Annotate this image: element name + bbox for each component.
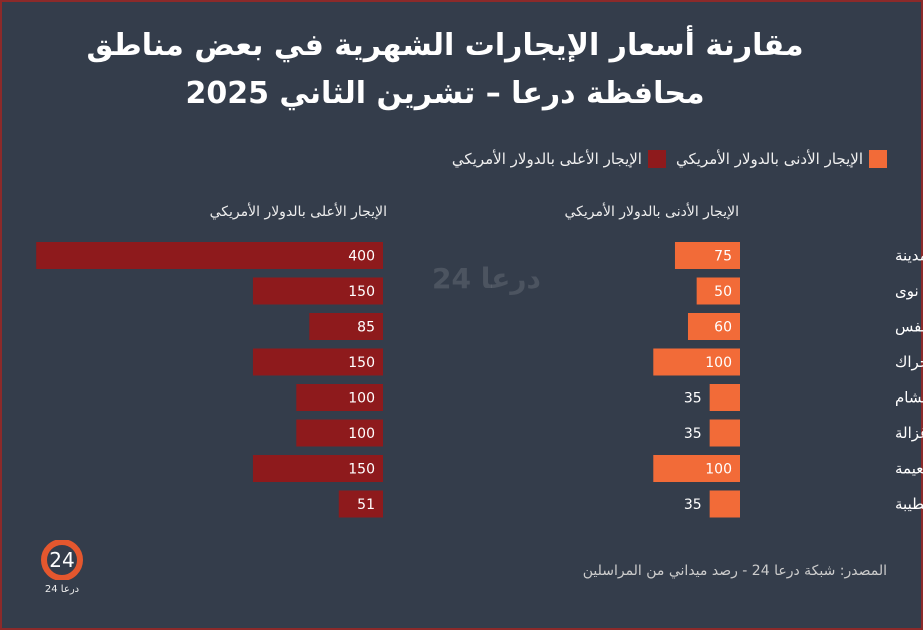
bar-max	[252, 348, 383, 376]
bar-min	[653, 455, 740, 482]
bar-min	[674, 242, 740, 269]
data-label: 100	[705, 355, 732, 371]
data-label: 35	[684, 391, 702, 407]
legend: الإيجار الأدنى بالدولار الأمريكي الإيجار…	[452, 150, 887, 168]
data-label: 50	[714, 284, 732, 300]
category-label: نوى	[895, 282, 919, 300]
title-line-2: محافظة درعا – تشرين الثاني 2025	[185, 76, 705, 111]
bar-max	[252, 455, 383, 482]
panel-title-min: الإيجار الأدنى بالدولار الأمريكي	[564, 204, 739, 220]
bar-min	[709, 490, 740, 518]
bar-max	[36, 242, 383, 269]
title-line-1: مقارنة أسعار الإيجارات الشهرية في بعض من…	[86, 28, 804, 63]
category-label: النعيمة	[895, 460, 923, 478]
bar-max	[296, 419, 383, 447]
bar-max	[296, 384, 383, 411]
data-label: 100	[348, 391, 375, 407]
bar-min	[709, 419, 740, 447]
bar-min	[696, 277, 740, 305]
logo-icon: 24	[41, 539, 83, 581]
legend-item-max: الإيجار الأعلى بالدولار الأمريكي	[452, 150, 666, 168]
bar-max	[309, 313, 383, 340]
category-label: طفس	[895, 318, 923, 336]
category-label: درعا المدينة	[895, 247, 923, 265]
watermark: درعا 24	[432, 262, 541, 295]
data-label: 35	[684, 426, 702, 442]
data-label: 60	[714, 320, 732, 336]
data-label: 100	[348, 426, 375, 442]
legend-label-max: الإيجار الأعلى بالدولار الأمريكي	[451, 150, 642, 168]
legend-item-min: الإيجار الأدنى بالدولار الأمريكي	[676, 150, 887, 168]
legend-swatch-max	[647, 150, 666, 168]
data-label: 85	[357, 320, 375, 336]
data-label: 51	[357, 497, 375, 513]
data-label: 35	[684, 497, 702, 513]
data-label: 150	[348, 462, 375, 478]
data-label: 100	[705, 462, 732, 478]
chart-title: مقارنة أسعار الإيجارات الشهرية في بعض من…	[60, 22, 830, 118]
legend-label-min: الإيجار الأدنى بالدولار الأمريكي	[675, 150, 863, 168]
bar-max	[252, 277, 383, 305]
category-label: خربة غزالة	[895, 424, 923, 442]
source-text: المصدر: شبكة درعا 24 - رصد ميداني من الم…	[582, 563, 887, 579]
category-label: معربة/الجيزة/الطيبة	[895, 495, 923, 513]
data-label: 75	[714, 249, 732, 265]
data-label: 150	[348, 284, 375, 300]
bar-min	[653, 348, 740, 376]
bar-max	[338, 490, 383, 518]
svg-text:24: 24	[49, 548, 74, 572]
data-label: 150	[348, 355, 375, 371]
data-label: 400	[348, 249, 375, 265]
category-label: بصرى الشام	[895, 389, 923, 407]
bar-min	[687, 313, 740, 340]
category-label: الحراك	[895, 353, 923, 371]
logo-text: درعا 24	[44, 584, 80, 595]
legend-swatch-min	[869, 150, 887, 168]
bar-min	[709, 384, 740, 411]
panel-title-max: الإيجار الأعلى بالدولار الأمريكي	[209, 204, 387, 220]
logo: 24 درعا 24	[34, 539, 90, 595]
